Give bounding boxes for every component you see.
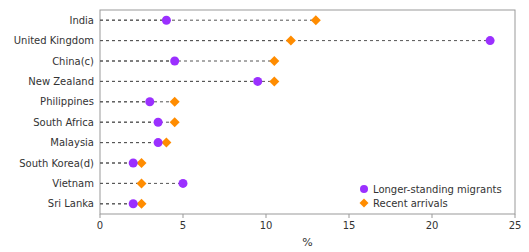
leader-line <box>100 163 133 164</box>
x-tick-label: 5 <box>180 220 186 231</box>
y-tick-label: New Zealand <box>28 76 94 87</box>
x-tick-label: 25 <box>509 220 522 231</box>
y-tick-label: India <box>69 15 94 26</box>
legend: Longer-standing migrants Recent arrivals <box>360 184 502 209</box>
chart-container: 0 5 10 15 20 25% India United Kingdom China(c) Ne… <box>0 0 529 252</box>
dot <box>179 179 188 188</box>
chart-svg: 0 5 10 15 20 25% India United Kingdom China(c) Ne… <box>0 0 529 252</box>
y-tick-label: Malaysia <box>50 137 94 148</box>
x-tick <box>100 214 101 218</box>
legend-swatch <box>360 199 369 208</box>
series-0 <box>129 16 495 209</box>
dot <box>170 117 180 127</box>
leader-line <box>100 122 175 123</box>
y-tick-label: Philippines <box>40 96 94 107</box>
leader-line <box>100 81 274 82</box>
dot <box>129 159 138 168</box>
dot <box>129 199 138 208</box>
series-1 <box>137 15 321 209</box>
marks <box>100 15 495 209</box>
leader-line <box>100 203 133 204</box>
dot <box>486 36 495 45</box>
leader-line <box>100 40 291 41</box>
dot <box>269 76 279 86</box>
dot <box>145 97 154 106</box>
dot <box>137 178 147 188</box>
leader-line <box>100 183 142 184</box>
x-tick-label: 15 <box>343 220 356 231</box>
dot <box>311 15 321 25</box>
y-tick-label: South Korea(d) <box>19 158 94 169</box>
y-tick-label: United Kingdom <box>14 35 94 46</box>
dot <box>269 56 279 66</box>
x-tick <box>515 214 516 218</box>
dot <box>170 57 179 66</box>
x-tick <box>432 214 433 218</box>
dot <box>162 16 171 25</box>
legend-swatch <box>360 185 368 193</box>
leader-lines <box>100 20 490 204</box>
y-tick-label: Sri Lanka <box>48 198 94 209</box>
y-tick-label: China(c) <box>52 56 94 67</box>
dot <box>253 77 262 86</box>
plot-frame <box>100 10 515 214</box>
x-axis-label: % <box>302 236 312 249</box>
leader-line <box>100 101 175 102</box>
legend-label: Recent arrivals <box>373 198 448 209</box>
dot <box>154 138 163 147</box>
x-tick <box>266 214 267 218</box>
dot <box>170 97 180 107</box>
leader-line <box>100 61 274 62</box>
y-axis: India United Kingdom China(c) New Zealand Ph… <box>14 15 94 210</box>
x-tick <box>183 214 184 218</box>
dot <box>137 199 147 209</box>
dot <box>286 36 296 46</box>
y-tick-label: Vietnam <box>52 178 94 189</box>
x-tick-label: 10 <box>260 220 273 231</box>
leader-line <box>100 20 316 21</box>
x-tick-label: 20 <box>426 220 439 231</box>
legend-label: Longer-standing migrants <box>373 184 502 195</box>
y-tick-label: South Africa <box>33 117 94 128</box>
x-tick <box>349 214 350 218</box>
dot <box>154 118 163 127</box>
dot <box>137 158 147 168</box>
x-axis: 0 5 10 15 20 25 <box>97 214 522 231</box>
x-tick-label: 0 <box>97 220 103 231</box>
dot <box>161 138 171 148</box>
